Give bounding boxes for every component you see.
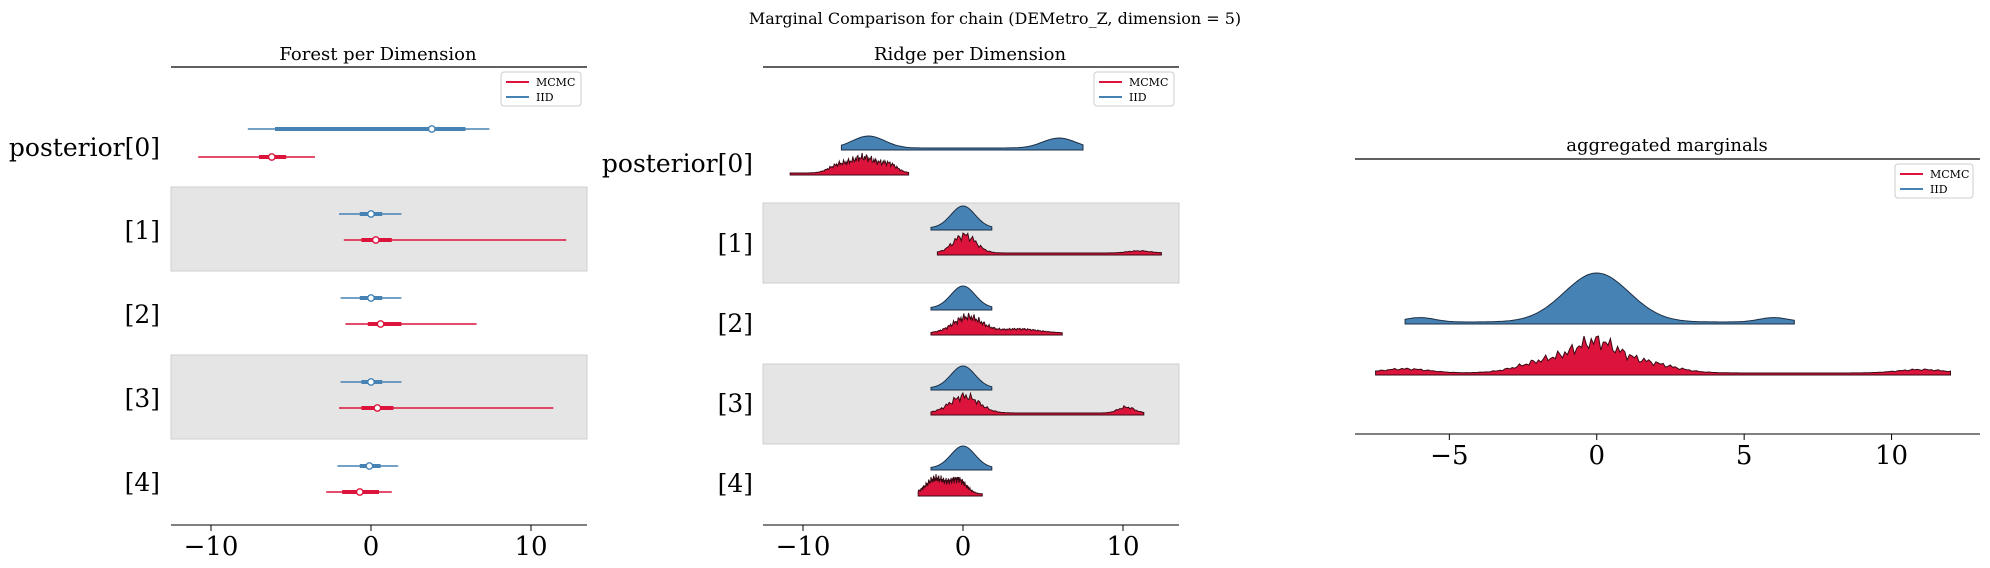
ridge-mcmc xyxy=(1375,335,1951,376)
x-tick-label: 10 xyxy=(514,532,547,562)
ridge-iid xyxy=(930,205,993,231)
row-label: [2] xyxy=(718,309,753,338)
ridge-iid xyxy=(930,365,993,391)
legend-label-mcmc: MCMC xyxy=(536,76,575,89)
x-tick-label: −10 xyxy=(776,532,831,562)
ridge-mcmc xyxy=(930,312,1063,336)
legend-label-iid: IID xyxy=(1129,91,1147,104)
row-label: posterior[0] xyxy=(602,149,753,178)
median-marker-mcmc xyxy=(373,404,382,412)
ridge-mcmc xyxy=(917,473,983,497)
x-tick-label: −5 xyxy=(1430,441,1468,471)
row-label: posterior[0] xyxy=(9,133,160,162)
ridge-panel-title: Ridge per Dimension xyxy=(874,44,1067,65)
row-label: [3] xyxy=(125,384,160,413)
x-tick-label: 0 xyxy=(363,532,380,562)
ridge-panel: MCMC IID posterior[0] [1] [2] [3] [4] −10 0 10 xyxy=(602,66,1180,562)
ridge-mcmc xyxy=(789,152,910,176)
forest-panel: MCMC IID posterior[0] [1] [2] [3] [4] −10 0 10 xyxy=(9,66,588,562)
x-tick-label: −10 xyxy=(184,532,239,562)
ridge-iid xyxy=(930,285,993,311)
x-tick-label: 0 xyxy=(955,532,972,562)
median-marker-iid xyxy=(427,125,436,133)
x-tick-label: 10 xyxy=(1106,532,1139,562)
row-label: [3] xyxy=(718,389,753,418)
row-label: [1] xyxy=(718,229,753,258)
row-label: [4] xyxy=(718,469,753,498)
figure-title: Marginal Comparison for chain (DEMetro_Z… xyxy=(749,9,1241,28)
row-label: [2] xyxy=(125,300,160,329)
x-tick-label: 5 xyxy=(1736,441,1753,471)
ridge-mcmc xyxy=(936,232,1162,256)
median-marker-mcmc xyxy=(376,320,385,328)
row-label: [1] xyxy=(125,216,160,245)
row-band xyxy=(170,186,588,272)
aggregated-panel-title: aggregated marginals xyxy=(1566,135,1767,156)
median-marker-mcmc xyxy=(355,488,364,496)
row-label: [4] xyxy=(125,468,160,497)
median-marker-mcmc xyxy=(267,153,276,161)
median-marker-iid xyxy=(367,210,375,218)
legend-label-iid: IID xyxy=(536,91,554,104)
median-marker-iid xyxy=(367,294,375,302)
legend-label-mcmc: MCMC xyxy=(1129,76,1168,89)
ridge-mcmc xyxy=(930,391,1145,416)
aggregated-panel: MCMC IID −5 0 5 10 xyxy=(1355,158,1980,471)
x-tick-label: 10 xyxy=(1875,441,1908,471)
forest-panel-title: Forest per Dimension xyxy=(279,44,477,65)
median-marker-mcmc xyxy=(371,236,380,244)
x-tick-label: 0 xyxy=(1588,441,1605,471)
legend-label-iid: IID xyxy=(1930,183,1948,196)
median-marker-iid xyxy=(365,462,374,470)
ridge-iid xyxy=(1404,272,1795,325)
median-marker-iid xyxy=(367,378,375,386)
legend-label-mcmc: MCMC xyxy=(1930,168,1969,181)
ridge-iid xyxy=(840,135,1084,151)
ridge-iid xyxy=(930,445,993,471)
row-band xyxy=(170,354,588,440)
